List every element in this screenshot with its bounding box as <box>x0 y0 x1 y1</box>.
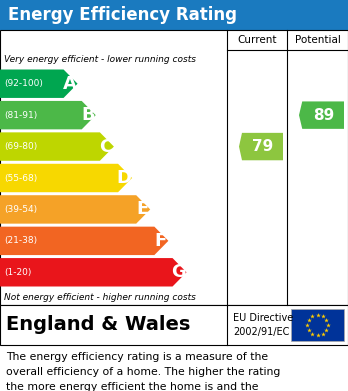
Polygon shape <box>0 164 132 192</box>
Polygon shape <box>239 133 283 160</box>
Text: 79: 79 <box>252 139 274 154</box>
Text: C: C <box>99 138 112 156</box>
Text: (39-54): (39-54) <box>4 205 37 214</box>
Text: F: F <box>154 232 166 250</box>
Polygon shape <box>0 195 150 224</box>
Text: 89: 89 <box>313 108 334 123</box>
Text: E: E <box>136 201 148 219</box>
Text: (55-68): (55-68) <box>4 174 37 183</box>
Polygon shape <box>0 258 187 287</box>
Bar <box>0 30 348 305</box>
Text: Potential: Potential <box>294 35 340 45</box>
Text: (69-80): (69-80) <box>4 142 37 151</box>
Polygon shape <box>0 227 168 255</box>
Text: B: B <box>81 106 95 124</box>
Bar <box>0 0 348 30</box>
Text: England & Wales: England & Wales <box>6 316 190 334</box>
Polygon shape <box>0 133 114 161</box>
Polygon shape <box>299 101 344 129</box>
Text: EU Directive
2002/91/EC: EU Directive 2002/91/EC <box>233 313 293 337</box>
Text: (21-38): (21-38) <box>4 236 37 246</box>
Text: Current: Current <box>237 35 277 45</box>
Text: (81-91): (81-91) <box>4 111 37 120</box>
Polygon shape <box>0 101 96 129</box>
Text: Energy Efficiency Rating: Energy Efficiency Rating <box>8 6 237 24</box>
Text: Very energy efficient - lower running costs: Very energy efficient - lower running co… <box>4 56 196 65</box>
Text: A: A <box>63 75 77 93</box>
Bar <box>0 305 348 345</box>
Text: D: D <box>117 169 132 187</box>
Text: (1-20): (1-20) <box>4 268 31 277</box>
Text: (92-100): (92-100) <box>4 79 43 88</box>
Text: Not energy efficient - higher running costs: Not energy efficient - higher running co… <box>4 292 196 301</box>
Text: G: G <box>171 263 186 281</box>
Bar <box>291 309 344 341</box>
Polygon shape <box>0 70 78 98</box>
Text: The energy efficiency rating is a measure of the
overall efficiency of a home. T: The energy efficiency rating is a measur… <box>6 352 280 391</box>
